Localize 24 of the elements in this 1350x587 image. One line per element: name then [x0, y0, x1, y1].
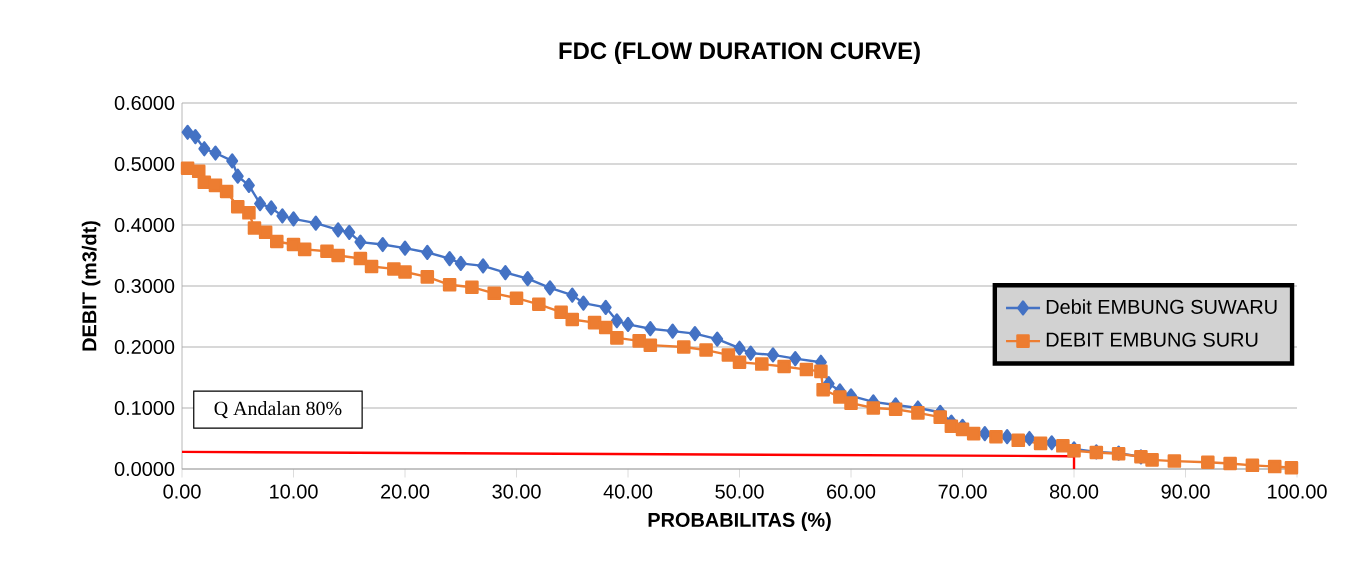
x-tick-label: 10.00 — [270, 484, 318, 499]
x-tick-label: 0.00 — [163, 484, 201, 499]
y-tick-label: 0.0000 — [114, 461, 175, 477]
y-tick-label: 0.3000 — [114, 278, 175, 294]
annotation: Q Andalan 80% — [214, 401, 342, 419]
chart-title: FDC (FLOW DURATION CURVE) — [559, 41, 920, 65]
x-tick-label: 40.00 — [603, 484, 653, 499]
x-tick-label: 20.00 — [381, 484, 430, 499]
y-axis-title: DEBIT (m3/dt) — [81, 221, 101, 351]
y-tick-label: 0.1000 — [114, 400, 175, 416]
x-tick-label: 100.00 — [1268, 484, 1327, 499]
x-tick-label: 50.00 — [715, 484, 764, 499]
x-tick-label: 30.00 — [492, 484, 541, 499]
y-tick-label: 0.4000 — [114, 217, 175, 233]
x-axis-title: PROBABILITAS (%) — [648, 512, 831, 531]
x-tick-label: 70.00 — [938, 484, 987, 499]
y-tick-label: 0.5000 — [114, 156, 175, 172]
y-tick-label: 0.6000 — [114, 95, 175, 111]
x-tick-label: 80.00 — [1049, 484, 1099, 499]
legend-label: Debit EMBUNG SUWARU — [1046, 299, 1277, 314]
x-tick-label: 90.00 — [1161, 484, 1210, 499]
x-tick-label: 60.00 — [827, 484, 876, 499]
legend-label: DEBIT EMBUNG SURU — [1046, 332, 1258, 347]
y-tick-label: 0.2000 — [114, 339, 175, 355]
